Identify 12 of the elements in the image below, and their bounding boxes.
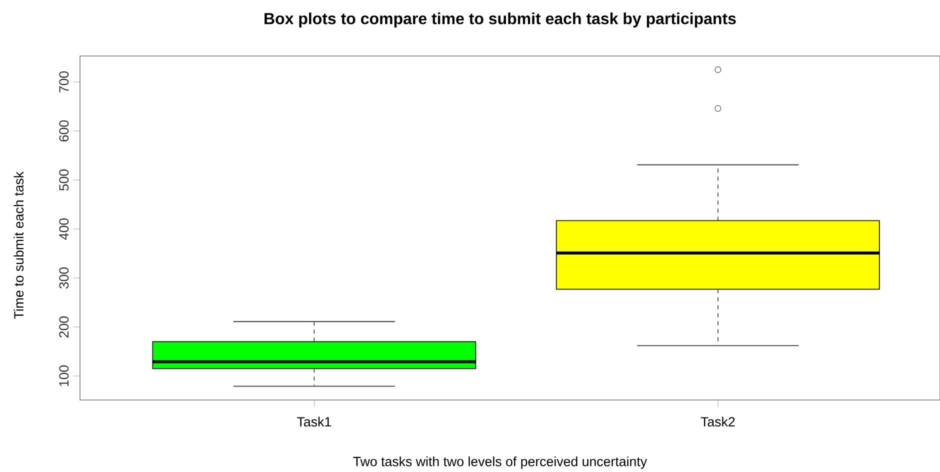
y-tick-label: 100 bbox=[59, 365, 69, 386]
x-tick-label: Task1 bbox=[297, 416, 331, 426]
y-axis-title: Time to submit each task bbox=[14, 171, 24, 319]
y-tick-label: 500 bbox=[59, 169, 69, 191]
y-tick-label: 200 bbox=[59, 316, 69, 338]
y-tick-label: 600 bbox=[59, 120, 69, 142]
x-tick-label: Task2 bbox=[700, 416, 735, 426]
chart-title: Box plots to compare time to submit each task by participants bbox=[264, 12, 736, 28]
y-tick-label: 300 bbox=[59, 267, 69, 289]
x-axis-title: Two tasks with two levels of perceived uncertainty bbox=[353, 456, 648, 469]
y-tick-label: 400 bbox=[59, 218, 69, 240]
y-tick-label: 700 bbox=[59, 71, 69, 92]
